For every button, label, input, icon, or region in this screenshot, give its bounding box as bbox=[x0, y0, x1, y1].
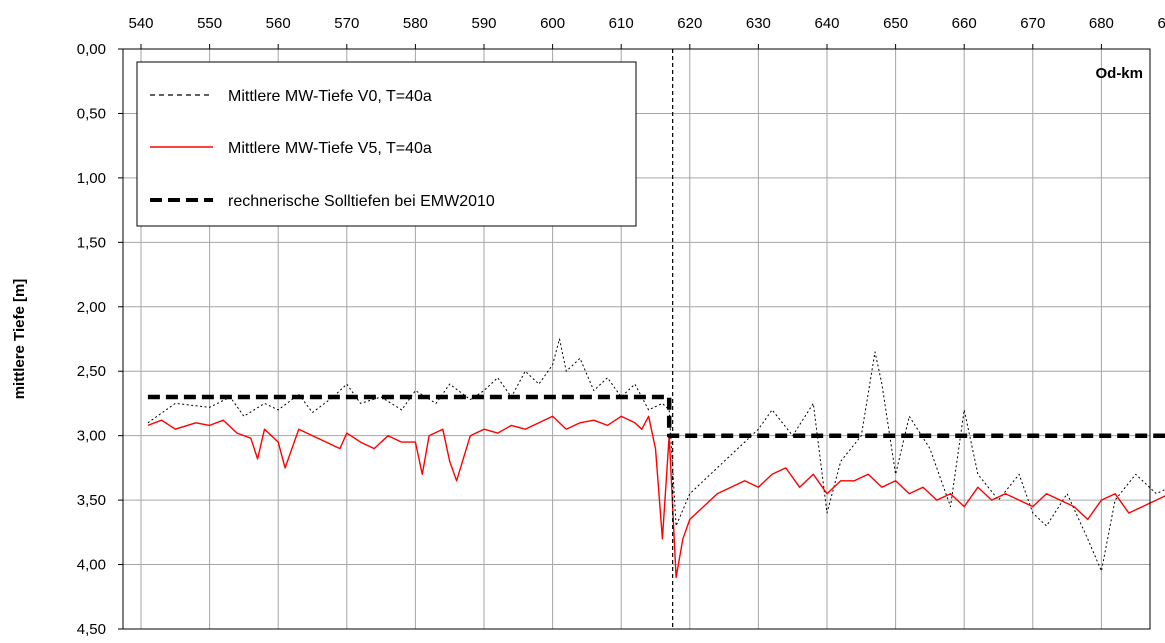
legend-label-v5: Mittlere MW-Tiefe V5, T=40a bbox=[228, 140, 432, 157]
y-tick-label: 3,00 bbox=[77, 428, 106, 445]
series-line-1 bbox=[147, 415, 1165, 579]
x-tick-label: 670 bbox=[1020, 15, 1045, 32]
x-tick-label: 620 bbox=[677, 15, 702, 32]
x-tick-labels: 540 550 560 570 580 590 600 610 620 630 640 650 660 6… bbox=[128, 15, 1165, 32]
y-tick-label: 4,50 bbox=[77, 621, 106, 638]
x-tick-label: 640 bbox=[814, 15, 839, 32]
x-tick-label: 660 bbox=[952, 15, 977, 32]
x-tick-label: 610 bbox=[609, 15, 634, 32]
y-tick-label: 0,50 bbox=[77, 105, 106, 122]
x-tick-label: 540 bbox=[128, 15, 153, 32]
y-tick-label: 2,50 bbox=[77, 363, 106, 380]
series-lines bbox=[147, 338, 1165, 579]
legend-label-soll: rechnerische Solltiefen bei EMW2010 bbox=[228, 193, 495, 210]
y-tick-label: 1,00 bbox=[77, 170, 106, 187]
y-tick-labels: 0,00 0,50 1,00 1,50 2,00 2,50 3,00 3,50 4,00 4,50 bbox=[77, 41, 106, 638]
y-tick-label: 3,50 bbox=[77, 492, 106, 509]
x-tick-label: 550 bbox=[197, 15, 222, 32]
x-tick-label: 590 bbox=[471, 15, 496, 32]
x-tick-label: 560 bbox=[266, 15, 291, 32]
x-tick-label: 680 bbox=[1089, 15, 1114, 32]
series-line-2 bbox=[147, 394, 1165, 438]
y-tick-label: 0,00 bbox=[77, 41, 106, 58]
legend: Mittlere MW-Tiefe V0, T=40a Mittlere MW-… bbox=[136, 61, 637, 227]
legend-label-v0: Mittlere MW-Tiefe V0, T=40a bbox=[228, 88, 432, 105]
y-tick-label: 1,50 bbox=[77, 234, 106, 251]
legend-box bbox=[136, 61, 637, 227]
x-axis-label: Od-km bbox=[1095, 65, 1143, 82]
x-tick-label: 630 bbox=[746, 15, 771, 32]
x-tick-label: 650 bbox=[883, 15, 908, 32]
plot-border bbox=[122, 48, 1151, 630]
y-tick-label: 4,00 bbox=[77, 557, 106, 574]
x-tick-label: 690 bbox=[1157, 15, 1165, 32]
x-tick-label: 580 bbox=[403, 15, 428, 32]
y-axis-label: mittlere Tiefe [m] bbox=[11, 279, 28, 400]
y-tick-label: 2,00 bbox=[77, 299, 106, 316]
x-tick-label: 570 bbox=[334, 15, 359, 32]
x-tick-label: 600 bbox=[540, 15, 565, 32]
